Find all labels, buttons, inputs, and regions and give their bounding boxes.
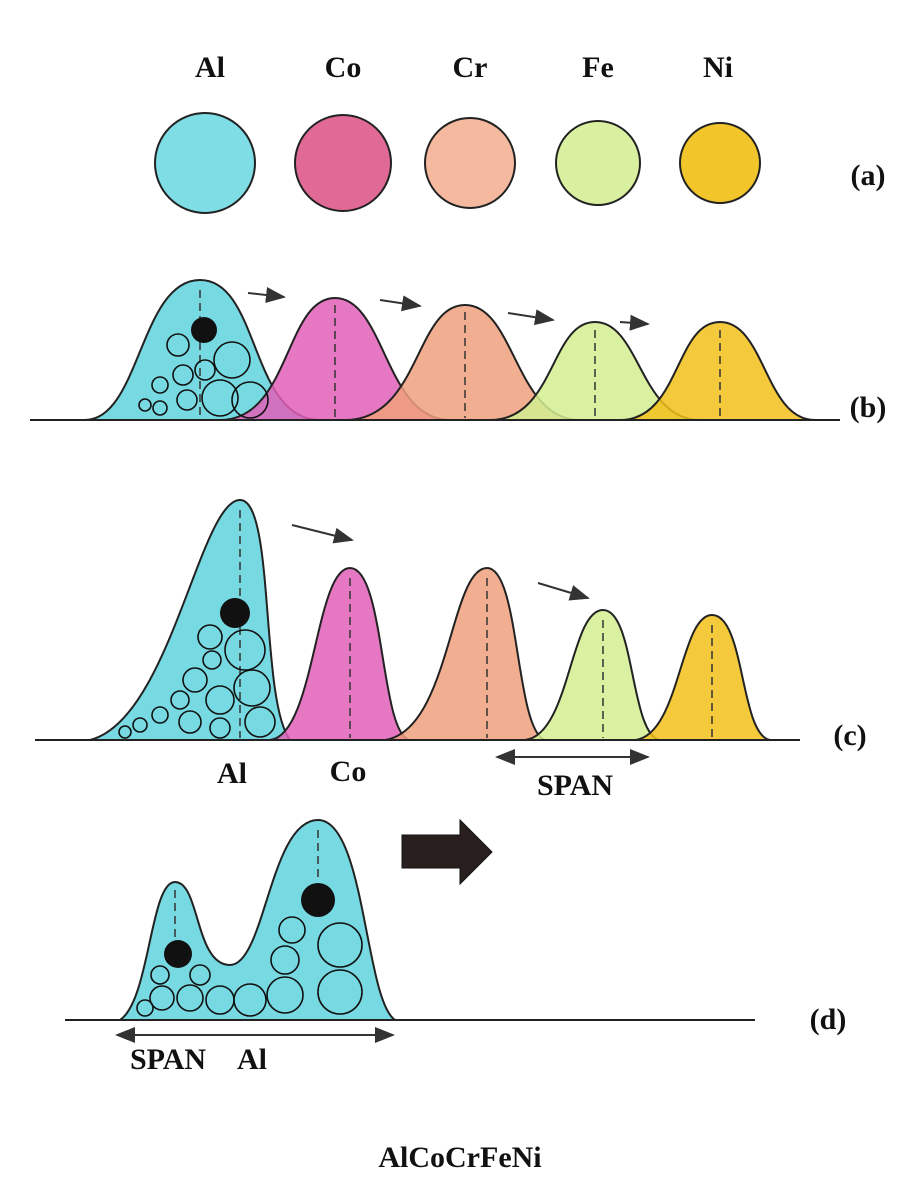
atom-co [294,114,392,212]
element-label: Co [325,51,362,84]
peak-co [269,566,411,741]
peak-cr [384,566,546,741]
element-label: Ni [703,51,733,84]
peak-label: Co [330,755,367,788]
atom-ni [679,122,761,204]
panel-c [35,498,800,765]
panel-label: (d) [810,1003,847,1036]
panel-b [30,278,840,421]
atom-fe [555,120,641,206]
span-label: SPAN [537,769,613,802]
panel-d [65,818,755,1043]
peak-ni [619,320,816,421]
title: AlCoCrFeNi [378,1141,541,1174]
peak-al [116,818,399,1021]
element-label: Fe [582,51,614,84]
panel-label: (a) [851,159,886,192]
peak-label: Al [237,1043,267,1076]
atom-cr [424,117,516,209]
peak-label: Al [217,757,247,790]
element-label: Cr [453,51,488,84]
panel-label: (c) [833,719,866,752]
panel-label: (b) [850,391,887,424]
atom-al [154,112,256,214]
element-label: Al [195,51,225,84]
peak-ni [634,613,771,741]
peak-fe [524,608,661,741]
span-label: SPAN [130,1043,206,1076]
shift-arrow [401,818,493,886]
